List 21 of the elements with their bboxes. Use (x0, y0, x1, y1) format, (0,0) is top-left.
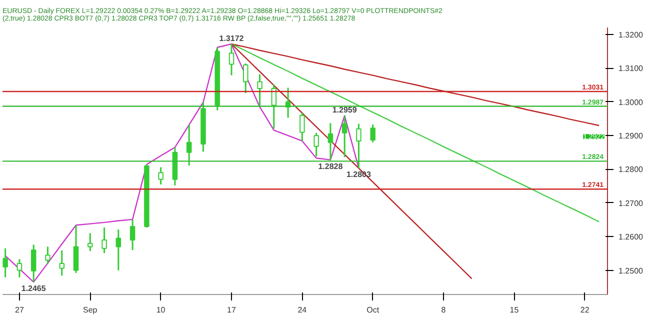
y-tick-label: 1.3000 (618, 98, 644, 107)
x-tick-label: Sep (83, 306, 98, 314)
y-tick-label: 1.2700 (618, 198, 644, 208)
y-tick-label: 1.2900 (618, 132, 644, 141)
x-tick-label: 24 (298, 306, 308, 314)
y-tick-label: 1.2500 (618, 266, 644, 276)
x-tick-label: 8 (441, 306, 446, 314)
y-tick-label: 1.2600 (618, 232, 644, 242)
x-tick-label: 10 (156, 306, 166, 314)
x-tick-label: Oct (366, 306, 380, 314)
x-tick-label: 17 (227, 306, 236, 314)
x-tick-label: 27 (15, 306, 24, 314)
annotation: 1.2959 (332, 106, 358, 115)
y-tick-label: 1.2800 (618, 165, 644, 174)
y-tick-label: 1.3100 (618, 64, 644, 74)
x-tick-label: 22 (580, 306, 590, 314)
x-tick-label: 15 (510, 306, 520, 314)
y-tick-label: 1.3200 (618, 30, 644, 40)
annotation: 1.2828 (318, 162, 344, 171)
annotation: 1.2465 (21, 284, 46, 294)
annotation: 1.3172 (219, 34, 244, 43)
